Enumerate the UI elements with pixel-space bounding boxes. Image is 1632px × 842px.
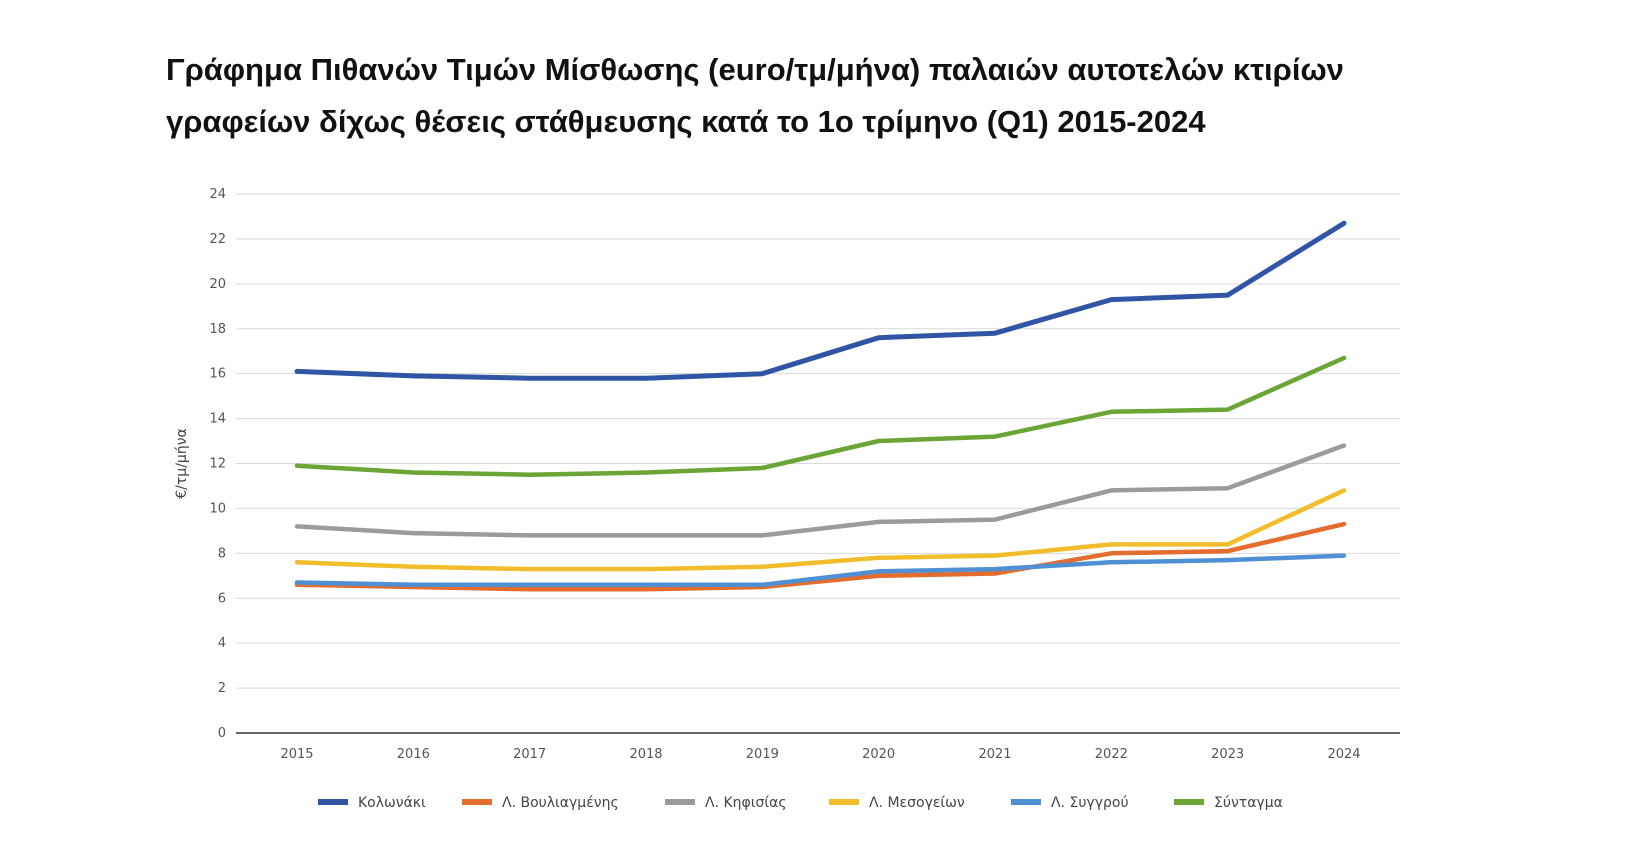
x-tick-label: 2016 xyxy=(397,747,430,762)
legend-label: Λ. Κηφισίας xyxy=(705,795,787,811)
y-tick-label: 14 xyxy=(209,412,226,427)
y-tick-label: 10 xyxy=(209,501,226,516)
y-tick-label: 12 xyxy=(209,457,226,472)
y-tick-label: 2 xyxy=(218,681,226,696)
x-tick-label: 2017 xyxy=(513,747,546,762)
y-tick-label: 4 xyxy=(218,636,226,651)
x-tick-label: 2024 xyxy=(1327,747,1360,762)
y-tick-label: 16 xyxy=(209,367,226,382)
x-tick-label: 2019 xyxy=(746,747,779,762)
chart-title: Γράφημα Πιθανών Τιμών Μίσθωσης (euro/τμ/… xyxy=(166,44,1566,148)
legend: Κολωνάκι Λ. Βουλιαγμένης Λ. Κηφισίας Λ. Μεσ… xyxy=(318,795,1283,811)
legend-label: Σύνταγμα xyxy=(1214,795,1283,811)
gridlines xyxy=(236,193,1400,734)
legend-label: Κολωνάκι xyxy=(358,795,426,811)
series-line-1 xyxy=(294,220,1347,381)
series-line-5 xyxy=(294,553,1347,588)
legend-label: Λ. Συγγρού xyxy=(1051,795,1129,811)
y-axis-label: €/τμ/μήνα xyxy=(174,428,190,499)
x-tick-label: 2021 xyxy=(978,747,1011,762)
chart-title-line-2: γραφείων δίχως θέσεις στάθμευσης κατά το… xyxy=(166,104,1206,139)
series-line-6 xyxy=(294,355,1347,477)
y-tick-label: 22 xyxy=(209,232,226,247)
y-tick-label: 0 xyxy=(218,726,226,741)
series-line-3 xyxy=(294,443,1347,538)
series-line-2 xyxy=(294,521,1347,592)
x-tick-label: 2022 xyxy=(1095,747,1128,762)
chart-title-line-1: Γράφημα Πιθανών Τιμών Μίσθωσης (euro/τμ/… xyxy=(166,52,1344,87)
x-tick-label: 2023 xyxy=(1211,747,1244,762)
y-tick-label: 6 xyxy=(218,591,226,606)
x-tick-label: 2018 xyxy=(629,747,662,762)
legend-label: Λ. Βουλιαγμένης xyxy=(502,795,619,811)
x-axis-ticks: 2015 2016 2017 2018 2019 2020 2021 2022 2023 2024 xyxy=(280,747,1360,762)
y-tick-label: 8 xyxy=(218,546,226,561)
series-line-4 xyxy=(294,488,1347,572)
y-tick-label: 24 xyxy=(209,187,226,202)
x-tick-label: 2020 xyxy=(862,747,895,762)
x-tick-label: 2015 xyxy=(280,747,313,762)
y-tick-label: 20 xyxy=(209,277,226,292)
series-lines xyxy=(294,220,1347,592)
legend-label: Λ. Μεσογείων xyxy=(869,795,965,811)
y-tick-label: 18 xyxy=(209,322,226,337)
